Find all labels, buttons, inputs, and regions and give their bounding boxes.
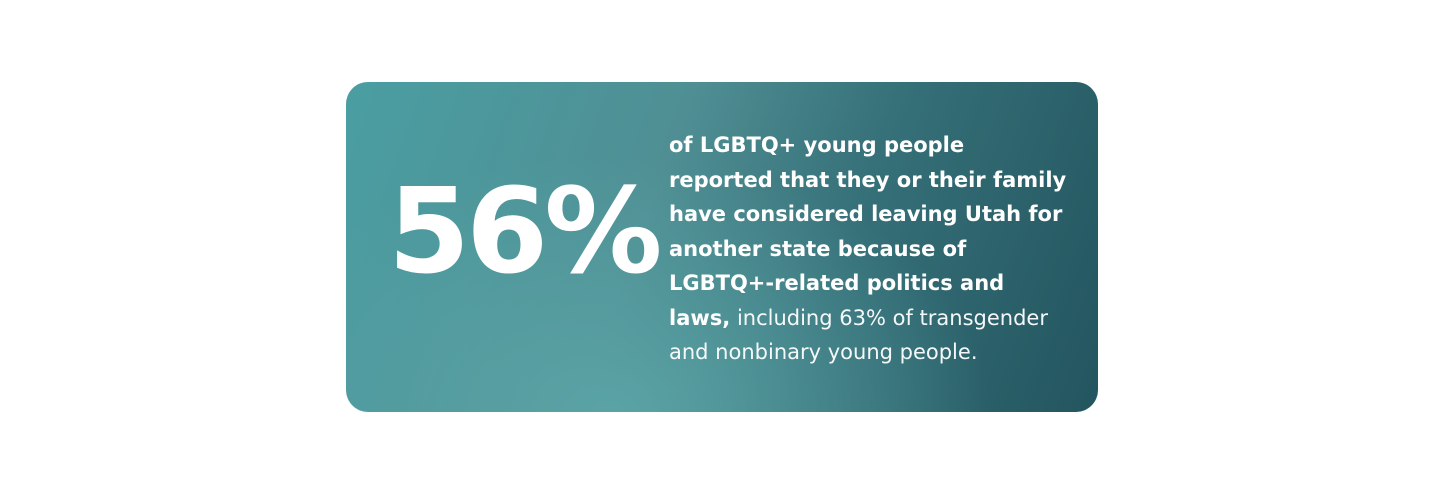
stat-regular-text: including 63% of transgender and nonbina…	[669, 305, 1048, 365]
stat-bold-text: of LGBTQ+ young people reported that the…	[669, 133, 1067, 330]
stat-figure: 56%	[388, 162, 662, 300]
stat-card: 56% of LGBTQ+ young people reported that…	[346, 82, 1098, 412]
stat-description: of LGBTQ+ young people reported that the…	[669, 128, 1069, 370]
